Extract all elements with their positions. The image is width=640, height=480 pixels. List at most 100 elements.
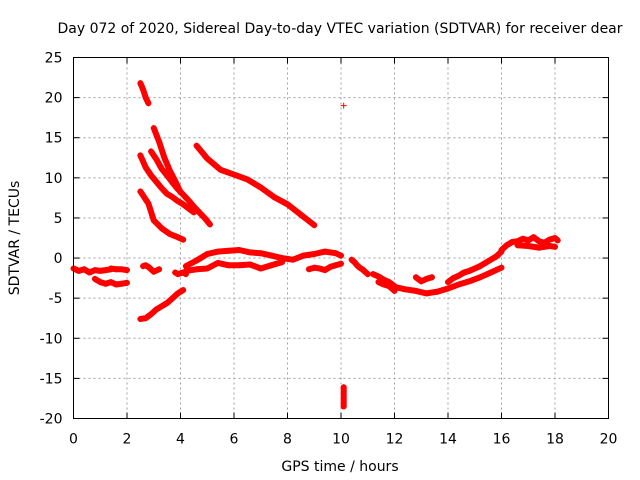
series-band bbox=[445, 264, 505, 292]
data-point bbox=[169, 179, 176, 186]
series-band bbox=[412, 274, 435, 285]
y-tick-label: -15 bbox=[40, 371, 63, 387]
data-point bbox=[498, 264, 505, 271]
data-point bbox=[124, 279, 130, 286]
data-point bbox=[340, 102, 347, 109]
data-point bbox=[519, 235, 526, 242]
chart-title: Day 072 of 2020, Sidereal Day-to-day VTE… bbox=[57, 21, 622, 37]
data-point bbox=[158, 303, 165, 310]
data-point bbox=[503, 242, 510, 249]
data-series bbox=[305, 260, 344, 274]
data-series bbox=[137, 80, 152, 107]
data-point bbox=[164, 172, 171, 179]
data-point bbox=[338, 252, 344, 259]
data-point bbox=[321, 267, 328, 274]
data-point bbox=[514, 242, 521, 249]
data-point bbox=[214, 259, 221, 266]
data-point bbox=[271, 194, 278, 201]
data-point bbox=[445, 285, 451, 292]
x-tick-label: 16 bbox=[493, 432, 511, 448]
data-point bbox=[428, 274, 435, 281]
data-point bbox=[142, 315, 149, 322]
data-point bbox=[244, 176, 251, 183]
data-series bbox=[182, 259, 286, 274]
data-point bbox=[391, 283, 398, 290]
series-band bbox=[148, 148, 213, 228]
data-point bbox=[193, 142, 200, 149]
data-point bbox=[153, 156, 160, 163]
axis-ticks bbox=[73, 57, 609, 419]
data-point bbox=[140, 263, 147, 270]
data-point bbox=[257, 250, 264, 257]
data-point bbox=[137, 152, 144, 159]
data-point bbox=[124, 267, 130, 274]
data-point bbox=[247, 249, 254, 256]
data-point bbox=[148, 148, 155, 155]
data-point bbox=[552, 243, 558, 250]
y-axis-title: SDTVAR / TECUs bbox=[7, 181, 23, 296]
data-point bbox=[193, 266, 200, 273]
grid-lines bbox=[73, 57, 609, 419]
data-point bbox=[535, 244, 542, 251]
x-tick-label: 20 bbox=[600, 432, 618, 448]
data-series bbox=[148, 148, 213, 228]
data-point bbox=[91, 275, 98, 282]
data-point bbox=[316, 265, 323, 272]
data-point bbox=[351, 259, 358, 266]
data-point bbox=[225, 262, 232, 269]
data-point bbox=[327, 263, 334, 270]
data-point bbox=[546, 236, 553, 243]
data-point bbox=[236, 262, 243, 269]
data-point bbox=[321, 248, 328, 255]
data-series bbox=[498, 234, 561, 254]
data-series bbox=[137, 188, 187, 243]
data-point bbox=[535, 238, 542, 245]
x-tick-label: 12 bbox=[386, 432, 404, 448]
data-point bbox=[142, 196, 149, 203]
data-point bbox=[204, 265, 211, 272]
series-band bbox=[137, 80, 152, 107]
data-point bbox=[471, 265, 478, 272]
data-point bbox=[311, 264, 318, 271]
data-point bbox=[340, 384, 347, 391]
data-point bbox=[158, 225, 165, 232]
data-point bbox=[150, 125, 157, 132]
data-point bbox=[174, 198, 181, 205]
data-point bbox=[81, 266, 88, 273]
data-point bbox=[493, 253, 500, 260]
data-series bbox=[375, 279, 398, 294]
data-series bbox=[182, 247, 344, 270]
data-point bbox=[180, 236, 187, 243]
data-point bbox=[177, 270, 184, 277]
data-point bbox=[311, 222, 318, 229]
y-tick-label: -10 bbox=[40, 331, 63, 347]
data-point bbox=[289, 256, 296, 263]
data-point bbox=[332, 262, 339, 269]
series-band bbox=[193, 142, 318, 229]
data-point bbox=[169, 194, 176, 201]
series-band bbox=[375, 279, 398, 294]
x-axis-title: GPS time / hours bbox=[281, 459, 398, 475]
data-point bbox=[180, 191, 187, 198]
data-point bbox=[487, 269, 494, 276]
data-point bbox=[140, 192, 147, 199]
data-point bbox=[156, 138, 163, 145]
y-tick-label: 5 bbox=[54, 211, 63, 227]
data-series bbox=[91, 275, 130, 288]
data-point bbox=[284, 201, 291, 208]
data-point bbox=[338, 260, 344, 267]
data-point bbox=[153, 178, 160, 185]
data-point bbox=[386, 283, 393, 290]
x-tick-label: 14 bbox=[439, 432, 457, 448]
y-tick-label: 20 bbox=[45, 91, 63, 107]
data-point bbox=[145, 200, 152, 207]
data-point bbox=[137, 316, 144, 323]
y-tick-label: 0 bbox=[54, 251, 63, 267]
data-point bbox=[86, 269, 93, 276]
data-point bbox=[182, 267, 189, 274]
data-point bbox=[461, 269, 468, 276]
data-point bbox=[434, 288, 441, 295]
data-point bbox=[311, 251, 318, 258]
data-point bbox=[450, 275, 457, 282]
